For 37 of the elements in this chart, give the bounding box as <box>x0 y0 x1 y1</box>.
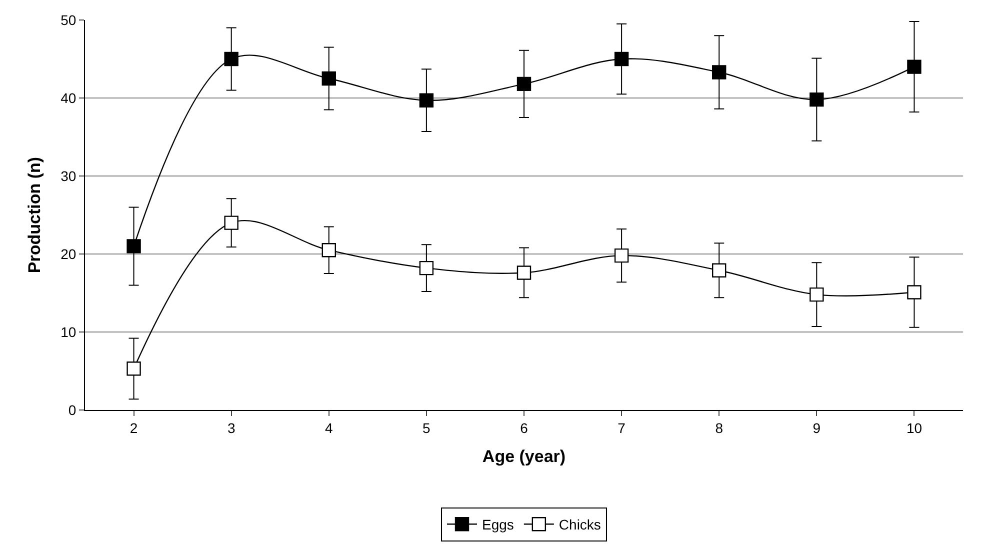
x-tick-label: 7 <box>618 420 626 436</box>
y-axis-title: Production (n) <box>25 156 44 274</box>
point <box>419 260 434 276</box>
x-tick-label: 9 <box>812 420 821 436</box>
x-tick-label: 4 <box>324 420 333 436</box>
y-tick-label: 20 <box>60 246 76 262</box>
point <box>224 52 238 66</box>
x-tick-label: 6 <box>520 420 528 436</box>
legend-label: Eggs <box>482 516 514 533</box>
x-tick-label: 5 <box>422 420 431 436</box>
point <box>126 239 141 254</box>
point <box>614 52 629 66</box>
y-tick-label: 40 <box>60 90 76 106</box>
point <box>810 92 824 107</box>
x-tick-label: 2 <box>130 420 138 436</box>
point <box>712 263 726 278</box>
y-tick-label: 0 <box>68 402 76 418</box>
point <box>516 76 532 92</box>
x-tick-label: 10 <box>906 420 922 436</box>
point <box>614 248 629 263</box>
x-tick-label: 8 <box>715 420 724 436</box>
point <box>516 266 532 280</box>
point <box>810 287 824 302</box>
y-tick-label: 30 <box>60 168 76 184</box>
point <box>419 93 434 108</box>
point <box>224 216 238 230</box>
x-tick-label: 3 <box>227 420 236 436</box>
y-tick-label: 10 <box>60 324 76 340</box>
y-tick-label: 50 <box>60 12 76 28</box>
point <box>126 362 141 376</box>
x-axis-title: Age (year) <box>482 447 566 466</box>
point <box>322 243 336 258</box>
point <box>907 285 922 300</box>
point <box>712 65 726 80</box>
legend-label: Chicks <box>558 516 601 533</box>
point <box>907 60 922 74</box>
point <box>322 71 336 86</box>
